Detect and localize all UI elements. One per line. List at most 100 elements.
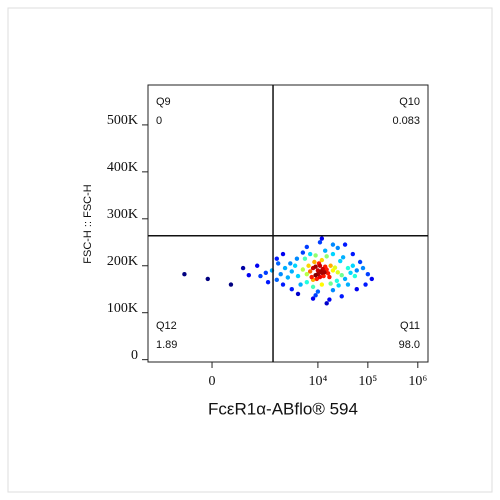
- y-tick-label: 400K: [107, 160, 138, 175]
- event-dot: [298, 282, 303, 287]
- event-dot: [314, 276, 319, 282]
- event-dot: [369, 276, 375, 282]
- event-dot: [352, 273, 358, 279]
- event-dot: [263, 270, 269, 275]
- y-tick-label: 200K: [107, 254, 138, 269]
- y-axis-label: FSC-H :: FSC-H: [82, 184, 94, 263]
- event-dot: [254, 263, 260, 268]
- event-dot: [313, 293, 318, 298]
- event-dot: [315, 289, 321, 294]
- quadrant-name: Q9: [156, 96, 171, 108]
- event-dot: [275, 261, 281, 266]
- event-dot: [365, 272, 371, 277]
- y-tick-label: 500K: [107, 113, 138, 128]
- event-dot: [289, 269, 294, 274]
- event-dot: [282, 265, 288, 271]
- event-dot: [240, 265, 246, 271]
- event-dot: [295, 291, 301, 297]
- quadrant-value: 1.89: [156, 339, 177, 351]
- plot-area: [147, 84, 429, 363]
- event-dot: [307, 251, 313, 257]
- event-dot: [350, 263, 356, 268]
- event-dot: [258, 273, 263, 279]
- quadrant-value: 0: [156, 115, 162, 127]
- event-dot: [360, 265, 366, 271]
- quadrant-name: Q12: [156, 320, 177, 332]
- frame: [7, 7, 493, 493]
- event-dot: [309, 274, 314, 280]
- event-dot: [310, 284, 316, 290]
- event-dot: [182, 272, 187, 277]
- event-dot: [306, 263, 311, 268]
- y-tick-label: 300K: [107, 207, 138, 222]
- event-dot: [304, 279, 310, 285]
- event-dot: [313, 264, 318, 269]
- event-dot: [265, 279, 271, 285]
- x-tick-label: 10⁴: [308, 374, 327, 389]
- event-dot: [340, 255, 346, 260]
- event-dot: [345, 265, 351, 271]
- event-dot: [319, 236, 325, 241]
- event-dot: [354, 268, 359, 273]
- quadrant-name: Q11: [400, 320, 420, 332]
- event-dot: [300, 267, 306, 272]
- event-dot: [345, 282, 351, 287]
- event-dot: [302, 256, 308, 261]
- event-dot: [330, 251, 336, 257]
- y-tick-label: 0: [131, 348, 138, 363]
- event-dot: [317, 263, 323, 268]
- x-axis-label: FcεR1α-ABflo® 594: [208, 399, 358, 418]
- event-dot: [322, 248, 328, 253]
- event-dot: [327, 274, 332, 280]
- event-dot: [228, 282, 234, 287]
- event-dot: [312, 259, 317, 265]
- event-dot: [300, 250, 306, 255]
- event-dot: [285, 275, 291, 280]
- event-dot: [348, 270, 353, 275]
- event-dot: [313, 272, 318, 278]
- event-dot: [280, 251, 286, 257]
- event-dot: [330, 268, 336, 273]
- event-dot: [325, 271, 331, 276]
- event-dot: [294, 256, 300, 261]
- event-dot: [289, 287, 294, 292]
- event-dot: [363, 282, 368, 287]
- event-dot: [321, 273, 326, 279]
- event-dot: [327, 297, 332, 302]
- event-dot: [324, 254, 329, 259]
- event-dot: [310, 296, 316, 301]
- event-dot: [304, 272, 310, 277]
- event-dot: [246, 272, 252, 278]
- x-tick-label: 10⁶: [408, 374, 427, 389]
- x-tick-label: 10⁵: [358, 374, 377, 389]
- event-dot: [330, 287, 336, 293]
- event-dot: [318, 269, 324, 274]
- event-dot: [335, 270, 340, 275]
- event-dot: [328, 281, 333, 286]
- event-dot: [324, 301, 329, 306]
- event-dot: [295, 273, 301, 279]
- event-dot: [335, 245, 340, 251]
- event-dot: [350, 251, 356, 257]
- x-tick-label: 0: [209, 374, 216, 389]
- y-tick-label: 100K: [107, 301, 138, 316]
- event-dot: [339, 294, 344, 299]
- event-dot: [342, 276, 348, 282]
- event-dot: [278, 272, 283, 277]
- event-dot: [313, 253, 318, 258]
- event-dot: [339, 272, 344, 278]
- event-dot: [288, 261, 293, 266]
- event-dot: [330, 242, 336, 247]
- event-dot: [319, 257, 325, 263]
- event-dot: [336, 283, 341, 288]
- quadrant-value: 0.083: [392, 115, 420, 127]
- event-dot: [338, 258, 343, 264]
- event-dot: [307, 269, 313, 274]
- event-dot: [319, 282, 325, 287]
- quadrant-value: 98.0: [399, 339, 420, 351]
- quadrant-name: Q10: [399, 96, 420, 108]
- event-dot: [292, 263, 298, 268]
- event-dot: [334, 278, 340, 283]
- event-dot: [205, 276, 210, 282]
